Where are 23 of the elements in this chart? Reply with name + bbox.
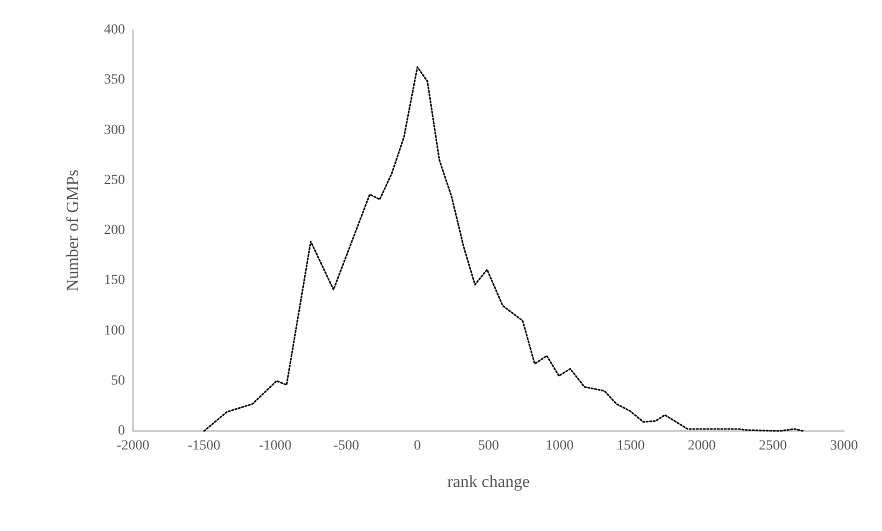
x-axis-title: rank change bbox=[447, 472, 530, 491]
y-tick-label: 150 bbox=[104, 273, 125, 288]
x-tick-label: -2000 bbox=[116, 438, 150, 454]
x-tick-label: -500 bbox=[333, 438, 360, 454]
x-tick-label: 1500 bbox=[616, 438, 645, 454]
x-tick-label: 500 bbox=[478, 438, 499, 454]
y-axis-title: Number of GMPs bbox=[63, 170, 82, 292]
x-tick-label: 2500 bbox=[758, 438, 787, 454]
x-tick-label: 2000 bbox=[688, 438, 716, 454]
x-tick-label: -1500 bbox=[188, 438, 220, 454]
y-tick-label: 100 bbox=[104, 323, 125, 338]
y-tick-label: 0 bbox=[118, 424, 125, 438]
y-tick-label: 200 bbox=[104, 223, 125, 238]
line-series bbox=[203, 66, 804, 432]
x-tick-label: -1000 bbox=[258, 438, 292, 454]
x-tick-label: 1000 bbox=[546, 438, 574, 454]
x-tick-label: 0 bbox=[414, 438, 421, 454]
y-tick-label: 350 bbox=[104, 72, 125, 88]
y-tick-label: 300 bbox=[104, 122, 125, 138]
y-tick-label: 400 bbox=[104, 22, 125, 38]
x-tick-label: 3000 bbox=[830, 438, 858, 454]
y-tick-label: 250 bbox=[104, 172, 125, 188]
y-tick-label: 50 bbox=[111, 373, 125, 388]
